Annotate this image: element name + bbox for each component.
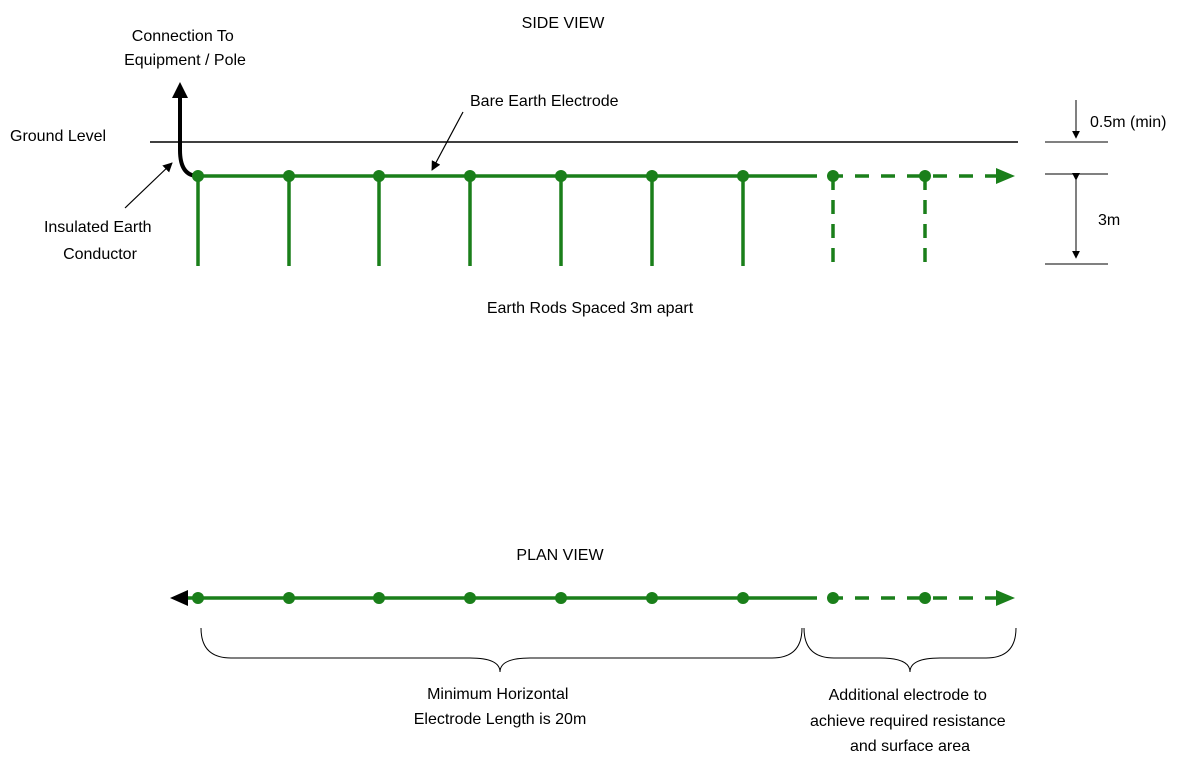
plan-node-dashed: [919, 592, 931, 604]
rod-node: [373, 170, 385, 182]
plan-node: [192, 592, 204, 604]
rod-spacing-label: Earth Rods Spaced 3m apart: [487, 300, 694, 317]
rod-node: [555, 170, 567, 182]
plan-node-dashed: [827, 592, 839, 604]
ground-level-label: Ground Level: [10, 128, 106, 145]
additional-label: Additional electrode to achieve required…: [810, 687, 1010, 755]
bare-electrode-label: Bare Earth Electrode: [470, 93, 619, 110]
rod-node-dashed: [919, 170, 931, 182]
insulated-earth-conductor: [178, 88, 199, 178]
bare-electrode-pointer: [431, 111, 464, 171]
plan-node: [283, 592, 295, 604]
rod-node-dashed: [827, 170, 839, 182]
earth-rods-dashed: [827, 170, 931, 266]
rod-node: [646, 170, 658, 182]
plan-node: [555, 592, 567, 604]
depth-label: 0.5m (min): [1090, 114, 1166, 131]
rod-node: [737, 170, 749, 182]
min-length-label-line-2: Electrode Length is 20m: [414, 711, 587, 728]
connection-label-line-2: Equipment / Pole: [124, 52, 246, 69]
plan-node: [373, 592, 385, 604]
additional-label-line-2: achieve required resistance: [810, 713, 1006, 730]
connection-label: Connection To Equipment / Pole: [124, 28, 246, 69]
earth-rods-solid: [192, 170, 749, 266]
plan-node: [646, 592, 658, 604]
min-length-label-line-1: Minimum Horizontal: [427, 686, 568, 703]
side-view-title: SIDE VIEW: [522, 15, 606, 32]
additional-label-line-1: Additional electrode to: [829, 687, 987, 704]
plan-node: [464, 592, 476, 604]
plan-left-arrow-head: [170, 590, 188, 606]
additional-label-line-3: and surface area: [850, 738, 970, 755]
rod-node: [192, 170, 204, 182]
connection-label-line-1: Connection To: [132, 28, 234, 45]
rod-node: [464, 170, 476, 182]
insulated-conductor-label-line-2: Conductor: [63, 246, 137, 263]
additional-brace: [803, 627, 1017, 673]
min-length-brace: [200, 627, 803, 673]
insulated-conductor-pointer: [124, 162, 173, 209]
min-length-label: Minimum Horizontal Electrode Length is 2…: [414, 686, 587, 728]
electrode-arrow-head: [996, 168, 1015, 184]
rod-length-label: 3m: [1098, 212, 1120, 229]
connection-arrow-head: [172, 82, 188, 98]
insulated-conductor-label-line-1: Insulated Earth: [44, 219, 152, 236]
plan-nodes: [192, 592, 931, 604]
plan-right-arrow-head: [996, 590, 1015, 606]
plan-node: [737, 592, 749, 604]
insulated-conductor-label: Insulated Earth Conductor: [44, 219, 156, 263]
plan-view-title: PLAN VIEW: [516, 547, 604, 564]
rod-node: [283, 170, 295, 182]
